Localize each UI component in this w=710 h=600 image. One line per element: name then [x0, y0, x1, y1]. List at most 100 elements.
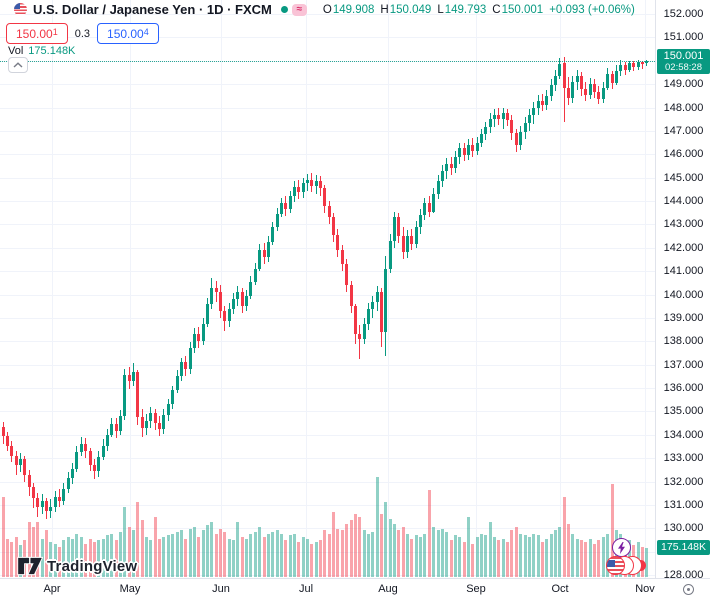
- candle-body: [575, 75, 579, 82]
- market-open-dot-icon[interactable]: [280, 6, 288, 13]
- candle-body: [14, 455, 18, 466]
- candle-body: [510, 120, 514, 134]
- candle-body: [632, 63, 636, 67]
- volume-bar: [466, 517, 470, 577]
- volume-bar: [145, 537, 149, 577]
- volume-bar: [571, 533, 575, 577]
- bid-price-button[interactable]: 150.001: [6, 23, 68, 44]
- change-value: +0.093 (+0.06%): [549, 3, 635, 16]
- candle-body: [636, 61, 640, 67]
- ask-price-button[interactable]: 150.004: [97, 23, 159, 44]
- volume-bar: [388, 518, 392, 577]
- candle-body: [132, 371, 135, 381]
- volume-bar: [593, 543, 597, 577]
- candle-body: [110, 424, 114, 435]
- h-gridline: [0, 458, 655, 460]
- candle-body: [71, 468, 75, 478]
- price-tick-label: 134.000: [663, 428, 704, 441]
- candle-body: [597, 92, 601, 100]
- candle-wick: [563, 57, 565, 122]
- volume-bar: [240, 537, 244, 577]
- h-gridline: [0, 528, 655, 530]
- tradingview-logo[interactable]: TradingView: [17, 556, 137, 576]
- candle-body: [179, 362, 183, 377]
- time-axis-label: Oct: [551, 583, 569, 595]
- volume-bar: [453, 535, 457, 577]
- volume-bar: [166, 535, 170, 577]
- volume-bar: [110, 533, 114, 577]
- volume-bar: [179, 530, 183, 577]
- volume-bar: [501, 538, 505, 577]
- candle-body: [475, 142, 479, 151]
- volume-bar: [45, 530, 48, 577]
- price-tick-label: 131.000: [663, 498, 704, 511]
- candle-body: [580, 75, 584, 89]
- volume-bar: [184, 538, 188, 577]
- volume-bar: [471, 543, 475, 577]
- volume-bar: [514, 527, 518, 577]
- candle-body: [192, 334, 196, 349]
- candle-body: [593, 84, 597, 93]
- volume-bar: [205, 525, 209, 577]
- h-gridline: [0, 154, 655, 156]
- candle-body: [97, 456, 101, 471]
- candle-body: [558, 64, 562, 76]
- candle-body: [484, 127, 488, 135]
- candle-body: [567, 87, 570, 99]
- volume-bar: [266, 533, 270, 577]
- volume-bar: [314, 542, 318, 577]
- volume-bar: [132, 530, 135, 577]
- candle-wick: [359, 324, 361, 359]
- time-axis-label: Sep: [466, 583, 486, 595]
- time-axis[interactable]: Apr May Jun Jul Aug Sep Oct Nov: [0, 578, 710, 600]
- volume-bar: [475, 537, 479, 577]
- candle-body: [88, 451, 92, 466]
- volume-bar: [432, 527, 436, 577]
- current-price-value: 150.001: [663, 49, 704, 62]
- volume-bar: [319, 540, 323, 577]
- volume-bar: [101, 538, 105, 577]
- candle-body: [445, 163, 449, 171]
- economic-events-lightning-icon[interactable]: [612, 538, 631, 557]
- candle-body: [297, 187, 301, 192]
- economic-events-flags-icon[interactable]: [606, 556, 648, 576]
- high-value: 150.049: [389, 3, 432, 16]
- volume-bar: [553, 530, 557, 577]
- volume-bar: [79, 537, 83, 577]
- candle-body: [410, 236, 414, 245]
- candle-body: [358, 334, 362, 339]
- price-tick-label: 148.000: [663, 101, 704, 114]
- time-axis-label: Nov: [635, 583, 655, 595]
- volume-bar: [71, 538, 75, 577]
- candle-body: [279, 203, 283, 214]
- volume-bar: [645, 547, 649, 577]
- volume-bar: [397, 530, 401, 577]
- candle-body: [153, 412, 157, 424]
- open-value: 149.908: [332, 3, 375, 16]
- h-gridline: [0, 14, 655, 16]
- plot-area[interactable]: [0, 0, 655, 578]
- legend-collapse-button[interactable]: [8, 57, 28, 73]
- candle-body: [201, 323, 205, 342]
- open-label: O: [322, 3, 332, 16]
- volume-bar: [445, 532, 449, 577]
- volume-bar: [523, 535, 527, 577]
- delayed-data-icon[interactable]: ≈: [291, 3, 307, 16]
- volume-bar: [306, 538, 309, 577]
- symbol-title[interactable]: U.S. Dollar / Japanese Yen · 1D · FXCM: [33, 2, 272, 17]
- volume-bar: [227, 538, 231, 577]
- candle-body: [466, 144, 470, 156]
- volume-bar: [153, 517, 157, 577]
- price-axis[interactable]: 150.001 02:58:28 175.148K 152.000 151.000…: [655, 0, 710, 581]
- candle-body: [384, 268, 388, 332]
- volume-axis-label: 175.148K: [657, 540, 710, 556]
- candle-body: [493, 114, 497, 120]
- scale-settings-icon[interactable]: [683, 584, 694, 595]
- price-tick-label: 130.000: [663, 522, 704, 535]
- time-axis-label: Jun: [212, 583, 230, 595]
- candle-body: [223, 310, 227, 322]
- candle-body: [271, 226, 275, 242]
- volume-bar: [440, 528, 444, 577]
- candle-body: [205, 303, 209, 324]
- volume-bar: [258, 527, 262, 577]
